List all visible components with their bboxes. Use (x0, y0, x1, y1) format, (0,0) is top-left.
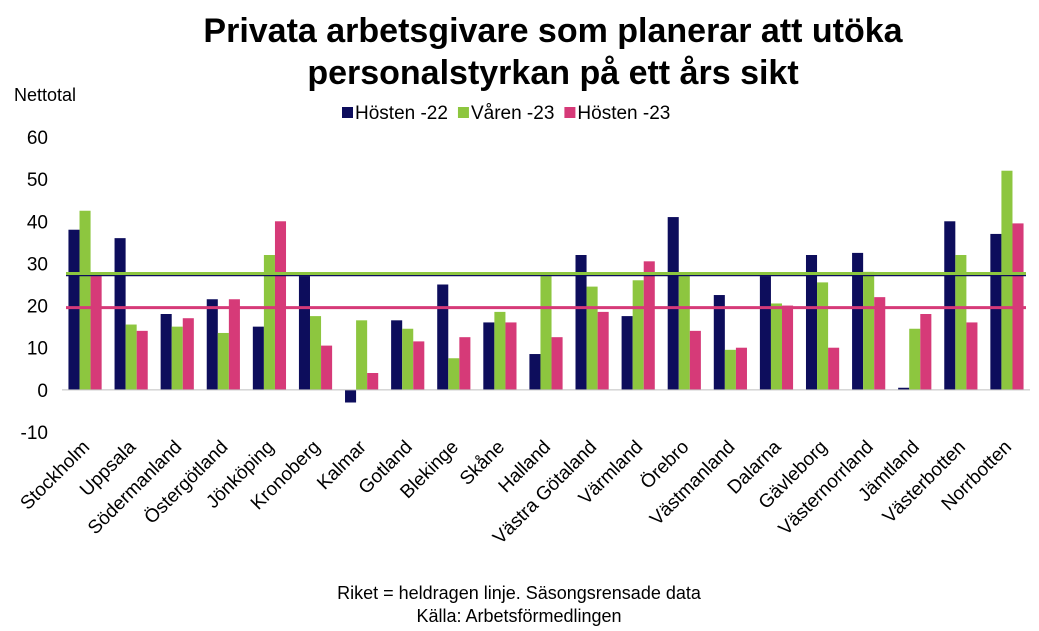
bar (402, 328, 414, 390)
bar (182, 318, 194, 390)
bar (483, 322, 495, 390)
bar (356, 320, 368, 390)
bar (782, 305, 794, 390)
bar (632, 280, 644, 390)
legend-swatch (457, 107, 469, 118)
legend-swatch (564, 107, 576, 118)
y-tick-label: 40 (27, 212, 48, 233)
bar (678, 276, 690, 390)
y-tick-label: 30 (27, 254, 48, 275)
bar (770, 303, 783, 390)
bar (345, 389, 357, 403)
x-tick-label: Stockholm (17, 437, 95, 515)
bar (909, 328, 921, 390)
bar (228, 299, 240, 390)
bar (551, 337, 563, 390)
bar (274, 221, 287, 390)
bar (540, 276, 552, 390)
legend-label: Hösten -22 (355, 103, 448, 124)
bar (160, 314, 172, 390)
bar (828, 347, 840, 390)
bar (79, 210, 91, 390)
bar (125, 324, 137, 390)
bar (852, 252, 864, 390)
y-tick-label: 50 (27, 170, 48, 191)
bar (459, 337, 471, 390)
y-tick-label: -10 (21, 423, 48, 444)
bar (1001, 170, 1013, 390)
bar (217, 332, 229, 390)
y-tick-label: 0 (37, 381, 48, 402)
bar (529, 354, 541, 390)
bar (759, 276, 771, 390)
y-tick-label: 60 (27, 128, 48, 149)
note: Riket = heldragen linje. Säsongsrensade … (337, 583, 702, 603)
y-tick-label: 20 (27, 297, 48, 318)
bar (68, 229, 80, 390)
bar (805, 255, 818, 390)
bar (667, 217, 679, 390)
bar (505, 322, 517, 390)
bar (955, 255, 967, 390)
bar (206, 299, 218, 390)
bar (90, 276, 102, 390)
bar (863, 271, 875, 390)
legend-label: Våren -23 (471, 103, 554, 124)
bar (367, 373, 379, 390)
bar (966, 322, 978, 390)
chart-title: personalstyrkan på ett års sikt (307, 54, 798, 92)
bar (448, 358, 460, 390)
bar (920, 314, 932, 390)
bar (898, 387, 910, 390)
bar (136, 330, 148, 390)
bar (298, 276, 310, 390)
bar (643, 261, 655, 390)
y-axis-label: Nettotal (14, 85, 76, 105)
bar (621, 316, 633, 390)
bar (391, 320, 403, 390)
bar (724, 349, 736, 390)
bar (689, 330, 701, 390)
bar (817, 282, 829, 390)
bar (575, 255, 587, 390)
bar (309, 316, 322, 390)
bar (171, 326, 183, 390)
bar (114, 238, 126, 390)
bar (713, 295, 725, 390)
bar (735, 347, 747, 390)
legend-label: Hösten -23 (577, 103, 670, 124)
y-tick-label: 10 (27, 339, 48, 360)
legend-swatch (342, 107, 353, 118)
bar (586, 286, 598, 390)
bar (944, 221, 956, 390)
bar (413, 341, 425, 390)
bar (252, 326, 264, 390)
bar (494, 311, 506, 390)
bar (437, 284, 449, 390)
note: Källa: Arbetsförmedlingen (416, 606, 621, 626)
bar (990, 233, 1002, 390)
bar (874, 297, 886, 390)
chart-title: Privata arbetsgivare som planerar att ut… (203, 12, 903, 50)
bar (321, 345, 333, 390)
bar (597, 311, 609, 390)
bar (263, 255, 275, 390)
